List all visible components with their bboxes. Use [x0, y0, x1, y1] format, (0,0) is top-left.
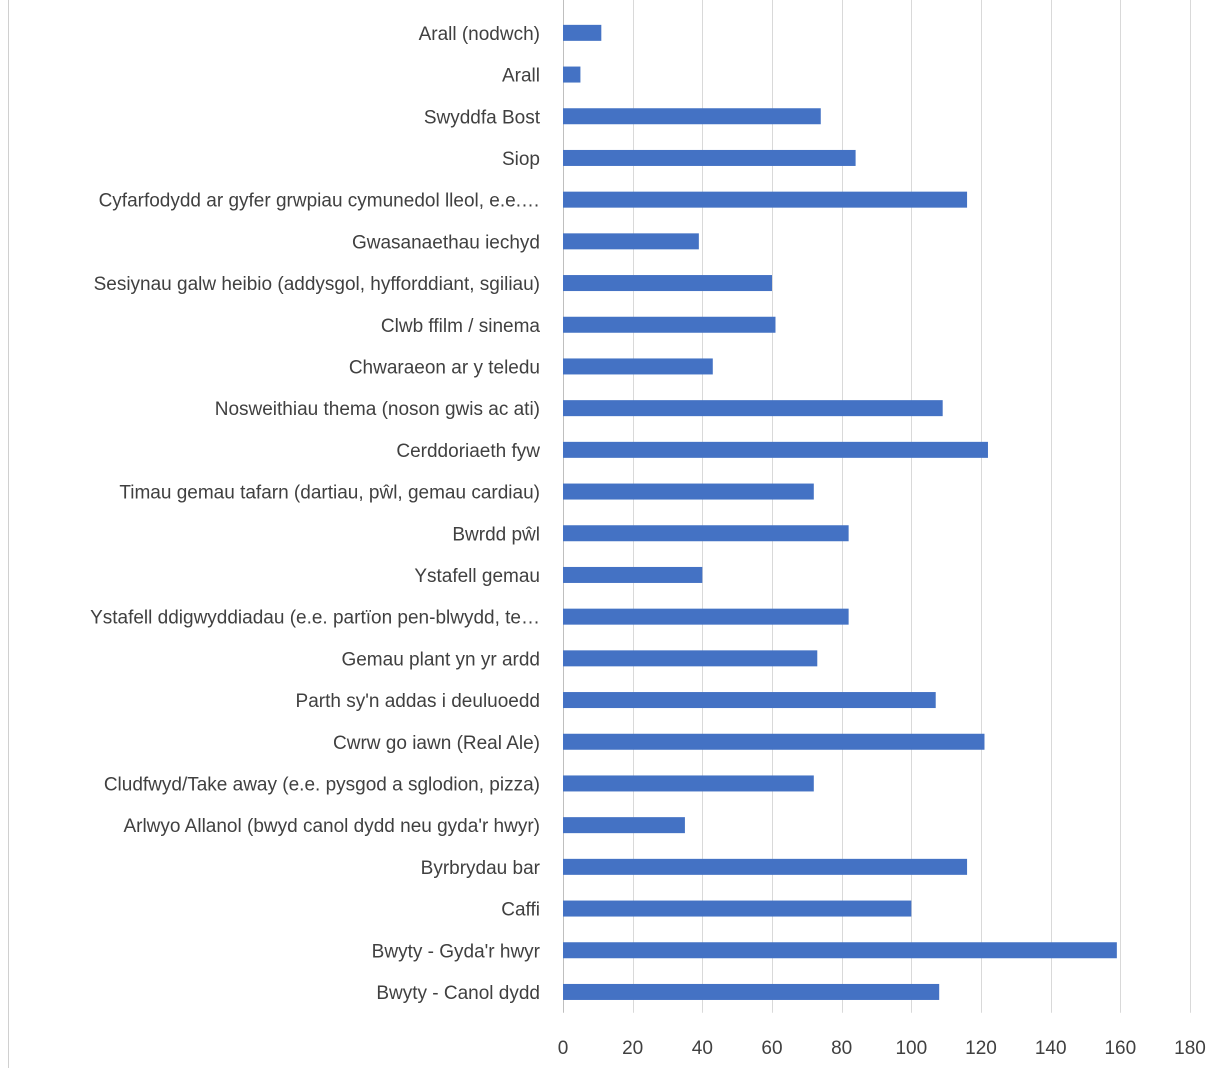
- bar: [563, 525, 849, 542]
- x-tick-label: 100: [895, 1038, 927, 1059]
- bar: [563, 275, 772, 292]
- category-label: Arall: [502, 66, 540, 87]
- category-label: Timau gemau tafarn (dartiau, pŵl, gemau …: [119, 483, 540, 504]
- bar: [563, 858, 968, 875]
- category-label: Caffi: [501, 900, 540, 921]
- x-tick-label: 160: [1104, 1038, 1136, 1059]
- bar: [563, 566, 703, 583]
- category-labels: Arall (nodwch) Arall Swyddfa Bost Siop Cyfar…: [90, 24, 541, 1004]
- bar: [563, 316, 776, 333]
- x-tick-label: 80: [831, 1038, 852, 1059]
- bar: [563, 608, 849, 625]
- category-label: Swyddfa Bost: [424, 107, 541, 128]
- x-tick-label: 20: [622, 1038, 643, 1059]
- bar: [563, 24, 602, 41]
- category-label: Chwaraeon ar y teledu: [349, 357, 540, 378]
- bar: [563, 483, 814, 500]
- x-tick-label: 60: [761, 1038, 782, 1059]
- x-tick-label: 180: [1174, 1038, 1206, 1059]
- category-label: Gwasanaethau iechyd: [352, 232, 540, 253]
- category-label: Clwb ffilm / sinema: [381, 316, 541, 337]
- bar: [563, 149, 856, 166]
- category-label: Cludfwyd/Take away (e.e. pysgod a sglodi…: [104, 774, 540, 795]
- bar: [563, 400, 943, 417]
- bar: [563, 900, 912, 917]
- category-label: Siop: [502, 149, 540, 170]
- category-label: Bwrdd pŵl: [452, 524, 540, 545]
- bar: [563, 108, 821, 125]
- category-label: Ystafell gemau: [414, 566, 540, 587]
- bar: [563, 775, 814, 792]
- x-tick-label: 0: [558, 1038, 569, 1059]
- x-tick-label: 140: [1035, 1038, 1067, 1059]
- category-label: Sesiynau galw heibio (addysgol, hyffordd…: [94, 274, 540, 295]
- bar: [563, 817, 685, 834]
- category-label: Arall (nodwch): [419, 24, 540, 45]
- bar: [563, 358, 713, 375]
- category-label: Gemau plant yn yr ardd: [341, 649, 540, 670]
- category-label: Byrbrydau bar: [421, 858, 541, 879]
- bar: [563, 733, 985, 750]
- category-label: Bwyty - Gyda'r hwyr: [372, 941, 541, 962]
- category-label: Cerddoriaeth fyw: [396, 441, 540, 462]
- category-label: Ystafell ddigwyddiadau (e.e. partïon pen…: [90, 608, 540, 629]
- bar: [563, 650, 818, 667]
- bar: [563, 983, 940, 1000]
- category-label: Arlwyo Allanol (bwyd canol dydd neu gyda…: [123, 816, 540, 837]
- x-tick-label: 120: [965, 1038, 997, 1059]
- category-label: Cwrw go iawn (Real Ale): [333, 733, 540, 754]
- x-tick-label: 40: [692, 1038, 713, 1059]
- bar: [563, 66, 581, 83]
- bars: [563, 24, 1117, 1000]
- category-label: Cyfarfodydd ar gyfer grwpiau cymunedol l…: [99, 191, 540, 212]
- bar: [563, 692, 936, 709]
- category-label: Parth sy'n addas i deuluoedd: [296, 691, 540, 712]
- bar: [563, 441, 988, 458]
- x-tick-labels: 0 20 40 60 80 100 120 140 160 180: [558, 1038, 1206, 1059]
- category-label: Bwyty - Canol dydd: [376, 983, 540, 1004]
- bar: [563, 233, 699, 250]
- category-label: Nosweithiau thema (noson gwis ac ati): [215, 399, 540, 420]
- gridlines: [563, 0, 1191, 1013]
- bar: [563, 942, 1117, 959]
- bar: [563, 191, 968, 208]
